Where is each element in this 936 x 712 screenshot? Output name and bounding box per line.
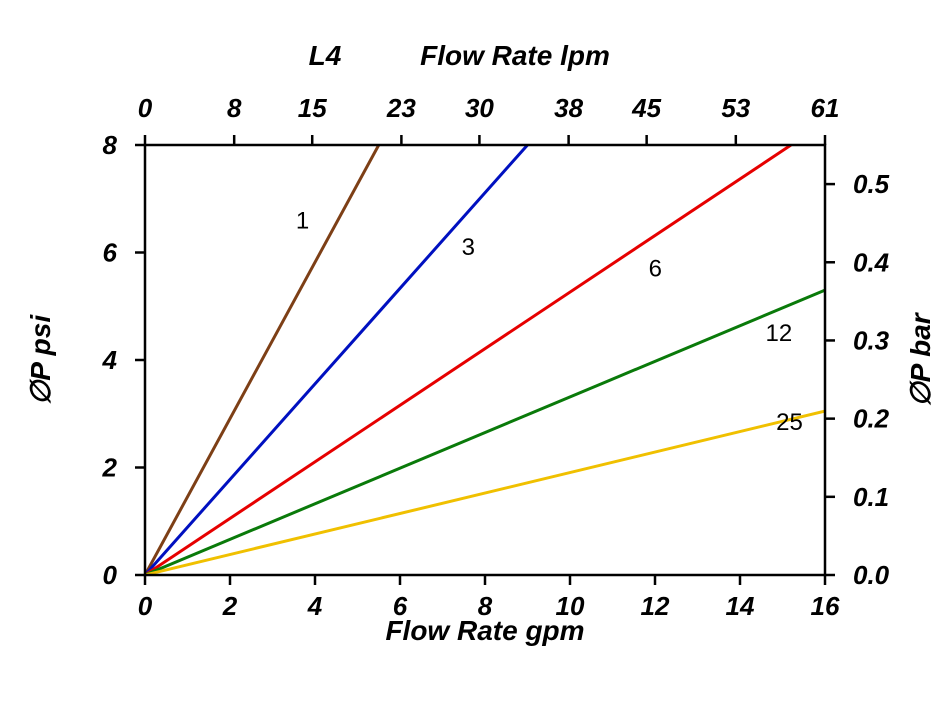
plot-area (145, 145, 825, 575)
top-tick-label: 53 (721, 93, 750, 123)
top-tick-label: 23 (386, 93, 416, 123)
left-tick-label: 4 (102, 345, 118, 375)
top-tick-label: 30 (465, 93, 494, 123)
top-tick-label: 45 (631, 93, 661, 123)
top-tick-label: 15 (298, 93, 327, 123)
bottom-tick-label: 2 (222, 591, 238, 621)
top-tick-label: 61 (811, 93, 840, 123)
left-axis-title: ∅P psi (25, 314, 56, 405)
top-axis-title: Flow Rate lpm (420, 40, 610, 71)
series-label-25: 25 (776, 409, 803, 436)
series-label-3: 3 (462, 234, 475, 261)
bottom-tick-label: 16 (811, 591, 840, 621)
bottom-tick-label: 4 (307, 591, 323, 621)
chart-svg: 0246810121416Flow Rate gpm08152330384553… (0, 0, 936, 712)
series-label-12: 12 (766, 320, 793, 347)
bottom-tick-label: 0 (138, 591, 153, 621)
right-tick-label: 0.2 (853, 404, 890, 434)
series-label-6: 6 (649, 256, 662, 283)
bottom-tick-label: 12 (641, 591, 670, 621)
right-tick-label: 0.0 (853, 560, 890, 590)
bottom-tick-label: 14 (726, 591, 755, 621)
top-axis-prefix-label: L4 (309, 40, 342, 71)
top-tick-label: 8 (227, 93, 242, 123)
right-tick-label: 0.5 (853, 169, 890, 199)
series-label-1: 1 (296, 207, 309, 234)
bottom-axis-title: Flow Rate gpm (385, 615, 584, 646)
left-tick-label: 2 (102, 453, 118, 483)
right-tick-label: 0.1 (853, 482, 889, 512)
right-tick-label: 0.3 (853, 325, 890, 355)
left-tick-label: 8 (103, 130, 118, 160)
left-tick-label: 0 (103, 560, 118, 590)
right-axis-title: ∅P bar (905, 311, 936, 406)
pressure-flow-chart: 0246810121416Flow Rate gpm08152330384553… (0, 0, 936, 712)
top-tick-label: 38 (554, 93, 583, 123)
top-tick-label: 0 (138, 93, 153, 123)
right-tick-label: 0.4 (853, 247, 890, 277)
left-tick-label: 6 (103, 238, 118, 268)
